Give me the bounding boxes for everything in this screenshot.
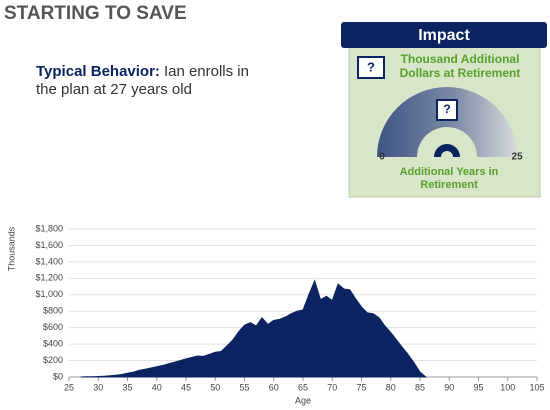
x-tick-label: 35: [122, 382, 132, 392]
y-tick-label: $0: [53, 371, 63, 381]
gauge-needle: [434, 144, 460, 157]
behavior-text: Typical Behavior:: [36, 63, 160, 80]
y-tick-label: $1,600: [35, 240, 63, 250]
area: [80, 279, 428, 378]
x-tick-label: 30: [93, 382, 103, 392]
x-tick-label: 100: [500, 382, 515, 392]
y-tick-label: $1,200: [35, 273, 63, 283]
y-tick-label: $200: [43, 355, 63, 365]
y-tick-label: $1,800: [35, 223, 63, 233]
x-tick-label: 70: [327, 382, 337, 392]
x-tick-label: 75: [356, 382, 366, 392]
x-tick-label: 25: [64, 382, 74, 392]
behavior-line2: the plan at 27 years old: [36, 81, 192, 98]
y-tick-label: $400: [43, 338, 63, 348]
y-tick-label: $800: [43, 306, 63, 316]
gauge: [377, 87, 517, 157]
dollars-label-1: Thousand Additional: [401, 52, 520, 66]
years-label-1: Additional Years in: [400, 166, 499, 178]
years-value: ?: [443, 102, 450, 116]
x-tick-label: 40: [152, 382, 162, 392]
behavior-label: Typical Behavior:: [36, 63, 160, 80]
y-axis-title: Thousands: [6, 226, 16, 271]
impact-header: [341, 22, 547, 48]
x-tick-label: 60: [269, 382, 279, 392]
page-title: STARTING TO SAVE: [4, 3, 187, 24]
gauge-min: 0: [379, 152, 385, 163]
y-tick-label: $1,000: [35, 289, 63, 299]
behavior-line1: Ian enrolls in: [164, 63, 249, 80]
years-box[interactable]: [436, 99, 458, 121]
y-tick-label: $600: [43, 322, 63, 332]
gauge-max: 25: [511, 152, 523, 163]
x-tick-label: 105: [529, 382, 544, 392]
x-tick-label: 85: [415, 382, 425, 392]
impact-title: Impact: [418, 27, 470, 44]
dollars-label-2: Dollars at Retirement: [400, 66, 521, 80]
x-tick-label: 50: [210, 382, 220, 392]
dollars-value: ?: [367, 59, 375, 74]
x-tick-label: 95: [473, 382, 483, 392]
y-tick-label: $1,400: [35, 256, 63, 266]
dollars-box[interactable]: [357, 56, 385, 79]
x-tick-label: 65: [298, 382, 308, 392]
x-tick-label: 80: [386, 382, 396, 392]
x-axis-title: Age: [295, 395, 311, 405]
x-tick-label: 90: [444, 382, 454, 392]
years-label-2: Retirement: [420, 179, 478, 191]
x-tick-label: 55: [239, 382, 249, 392]
x-tick-label: 45: [181, 382, 191, 392]
